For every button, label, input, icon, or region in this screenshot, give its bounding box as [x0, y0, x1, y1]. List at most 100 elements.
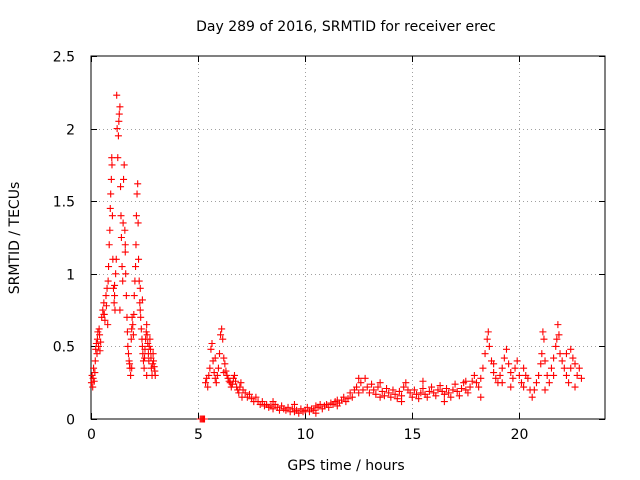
data-point-plus	[359, 386, 367, 394]
data-point-plus	[410, 386, 418, 394]
data-point-plus	[440, 390, 448, 398]
data-point-plus	[393, 395, 401, 403]
data-point-plus	[528, 393, 536, 401]
data-point-plus	[94, 342, 102, 350]
data-point-plus	[524, 374, 532, 382]
data-point-plus	[560, 364, 568, 372]
data-point-plus	[464, 389, 472, 397]
data-point-plus	[106, 204, 114, 212]
data-point-plus	[121, 226, 129, 234]
data-point-plus	[553, 335, 561, 343]
plot-frame	[90, 55, 606, 420]
data-point-plus	[238, 393, 246, 401]
data-point-plus	[219, 335, 227, 343]
data-point-plus	[129, 331, 137, 339]
data-point-plus	[117, 212, 125, 220]
data-point-plus	[269, 405, 277, 413]
data-point-plus	[144, 339, 152, 347]
data-point-plus	[108, 161, 116, 169]
data-point-plus	[149, 350, 157, 358]
data-point-plus	[468, 377, 476, 385]
data-point-plus	[479, 364, 487, 372]
data-point-plus	[275, 406, 283, 414]
data-point-plus	[135, 277, 143, 285]
data-point-plus	[134, 180, 142, 188]
data-point-plus	[91, 369, 99, 377]
data-point-plus	[363, 383, 371, 391]
data-points	[87, 91, 585, 423]
data-point-plus	[120, 161, 128, 169]
data-point-plus	[97, 338, 105, 346]
y-tick-label: 0	[66, 413, 75, 429]
data-point-plus	[520, 383, 528, 391]
data-point-plus	[556, 350, 564, 358]
data-point-plus	[538, 350, 546, 358]
data-point-plus	[137, 325, 145, 333]
data-point-plus	[112, 255, 120, 263]
data-point-plus	[475, 383, 483, 391]
data-point-plus	[89, 374, 97, 382]
data-point-plus	[567, 345, 575, 353]
data-point-plus	[462, 377, 470, 385]
y-tick-label: 0.5	[53, 340, 75, 356]
data-point-plus	[124, 350, 132, 358]
data-point-plus	[562, 350, 570, 358]
data-point-plus	[220, 354, 228, 362]
data-point-plus	[413, 390, 421, 398]
data-point-plus	[235, 389, 243, 397]
x-tick-label: 10	[297, 427, 315, 443]
data-point-plus	[541, 386, 549, 394]
data-point-plus	[449, 386, 457, 394]
data-point-plus	[133, 190, 141, 198]
data-point-plus	[573, 371, 581, 379]
data-point-plus	[258, 398, 266, 406]
data-point-plus	[295, 409, 303, 417]
data-point-plus	[143, 321, 151, 329]
data-point-plus	[571, 360, 579, 368]
data-point-plus	[398, 398, 406, 406]
data-point-plus	[104, 277, 112, 285]
data-point-plus	[368, 380, 376, 388]
data-point-plus	[96, 347, 104, 355]
data-point-plus	[515, 371, 523, 379]
data-point-plus	[116, 103, 124, 111]
data-point-plus	[498, 364, 506, 372]
data-point-plus	[108, 212, 116, 220]
data-point-plus	[443, 385, 451, 393]
data-point-plus	[124, 342, 132, 350]
data-point-plus	[374, 383, 382, 391]
data-point-plus	[490, 360, 498, 368]
x-tick-label: 5	[194, 427, 203, 443]
data-point-plus	[466, 383, 474, 391]
data-point-plus	[378, 387, 386, 395]
data-point-plus	[202, 379, 210, 387]
data-point-plus	[150, 363, 158, 371]
data-point-plus	[114, 154, 122, 162]
data-point-plus	[569, 354, 577, 362]
data-point-plus	[140, 364, 148, 372]
data-point-plus	[225, 377, 233, 385]
data-point-plus	[532, 379, 540, 387]
x-axis-label: GPS time / hours	[287, 458, 404, 474]
data-point-plus	[121, 241, 129, 249]
data-point-plus	[406, 389, 414, 397]
data-point-plus	[500, 354, 508, 362]
data-point-plus	[145, 342, 153, 350]
data-point-plus	[481, 350, 489, 358]
data-point-plus	[511, 364, 519, 372]
data-point-plus	[565, 379, 573, 387]
data-point-plus	[391, 390, 399, 398]
data-point-plus	[571, 383, 579, 391]
data-point-plus	[130, 310, 138, 318]
data-point-plus	[128, 325, 136, 333]
data-point-plus	[483, 335, 491, 343]
data-point-plus	[149, 360, 157, 368]
data-point-plus	[485, 342, 493, 350]
data-point-plus	[138, 296, 146, 304]
data-point-plus	[137, 313, 145, 321]
data-point-plus	[118, 263, 126, 271]
data-point-plus	[204, 383, 212, 391]
data-point-plus	[117, 234, 125, 241]
y-tick-label: 1.5	[53, 195, 75, 211]
data-point-plus	[147, 345, 155, 353]
